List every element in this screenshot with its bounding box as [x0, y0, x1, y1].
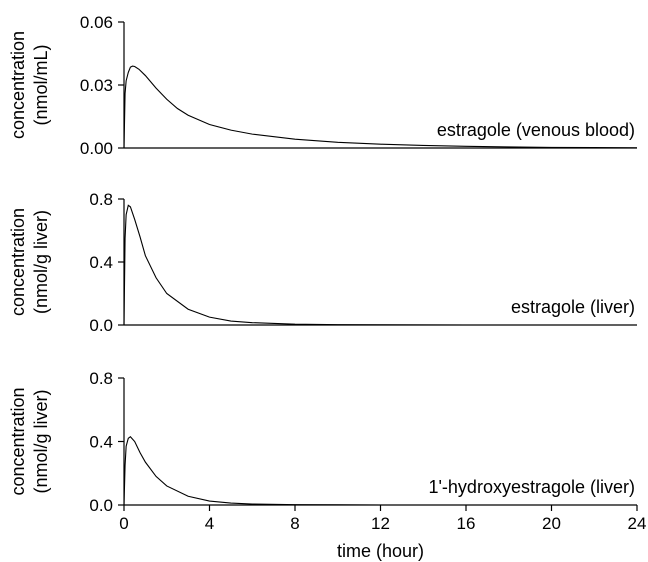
x-tick-label: 0: [119, 514, 128, 533]
series-label: estragole (venous blood): [437, 120, 635, 140]
y-axis-title-line2: (nmol/g liver): [31, 210, 51, 314]
y-tick-label: 0.8: [89, 369, 113, 388]
y-tick-label: 0.00: [80, 139, 113, 158]
y-tick-label: 0.8: [89, 190, 113, 209]
series-line: [123, 65, 638, 149]
y-tick-label: 0.4: [89, 433, 113, 452]
x-axis-title: time (hour): [337, 541, 424, 561]
y-tick-label: 0.4: [89, 253, 113, 272]
series-label: estragole (liver): [511, 297, 635, 317]
y-tick-label: 0.0: [89, 496, 113, 515]
x-tick-label: 24: [628, 514, 647, 533]
y-axis-title-line2: (nmol/g liver): [31, 389, 51, 493]
series-label: 1'-hydroxyestragole (liver): [428, 477, 635, 497]
x-tick-label: 8: [290, 514, 299, 533]
x-tick-label: 4: [205, 514, 214, 533]
series-line: [123, 435, 637, 506]
y-axis-title-line2: (nmol/mL): [31, 44, 51, 125]
y-tick-label: 0.06: [80, 13, 113, 32]
series-line: [123, 204, 580, 326]
y-tick-label: 0.03: [80, 76, 113, 95]
x-tick-label: 16: [457, 514, 476, 533]
y-axis-title-line1: concentration: [8, 387, 28, 495]
x-tick-label: 20: [542, 514, 561, 533]
y-axis-title-line1: concentration: [8, 208, 28, 316]
y-axis-title-line1: concentration: [8, 31, 28, 139]
x-tick-label: 12: [371, 514, 390, 533]
y-tick-label: 0.0: [89, 316, 113, 335]
